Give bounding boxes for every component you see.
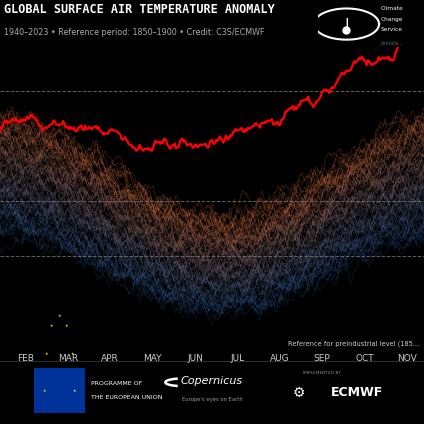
Text: JUN: JUN — [187, 354, 203, 363]
Text: ★: ★ — [45, 351, 48, 355]
Text: ★: ★ — [50, 324, 54, 328]
Text: Europe's eyes on Earth: Europe's eyes on Earth — [181, 397, 243, 402]
Text: ECMWF: ECMWF — [331, 386, 383, 399]
Text: MAR: MAR — [58, 354, 78, 363]
Bar — [34, 368, 85, 413]
Text: THE EUROPEAN UNION: THE EUROPEAN UNION — [91, 395, 163, 400]
Text: JUL: JUL — [230, 354, 245, 363]
Text: APR: APR — [101, 354, 119, 363]
Text: climate...: climate... — [381, 41, 404, 46]
Text: ★: ★ — [70, 351, 74, 355]
Text: AUG: AUG — [270, 354, 290, 363]
Text: Service: Service — [381, 28, 403, 33]
Text: SEP: SEP — [314, 354, 331, 363]
Text: Climate: Climate — [381, 6, 404, 11]
Text: ★: ★ — [65, 324, 69, 328]
Text: IMPLEMENTED BY: IMPLEMENTED BY — [303, 371, 341, 375]
Text: ★: ★ — [43, 389, 46, 393]
Text: |: | — [344, 17, 349, 31]
Text: Copernicus: Copernicus — [181, 376, 243, 386]
Text: MAY: MAY — [143, 354, 162, 363]
Text: NOV: NOV — [397, 354, 417, 363]
Text: Reference for preindustrial level (185...: Reference for preindustrial level (185..… — [288, 340, 420, 347]
Text: FEB: FEB — [17, 354, 34, 363]
Text: PROGRAMME OF: PROGRAMME OF — [91, 382, 142, 386]
Text: OCT: OCT — [355, 354, 374, 363]
Text: ★: ★ — [73, 389, 76, 393]
Text: ⚙: ⚙ — [293, 386, 305, 400]
Text: ★: ★ — [58, 315, 61, 318]
Text: GLOBAL SURFACE AIR TEMPERATURE ANOMALY: GLOBAL SURFACE AIR TEMPERATURE ANOMALY — [4, 3, 275, 16]
Text: Change: Change — [381, 17, 404, 22]
Text: 1940–2023 • Reference period: 1850–1900 • Credit: C3S/ECMWF: 1940–2023 • Reference period: 1850–1900 … — [4, 28, 265, 37]
